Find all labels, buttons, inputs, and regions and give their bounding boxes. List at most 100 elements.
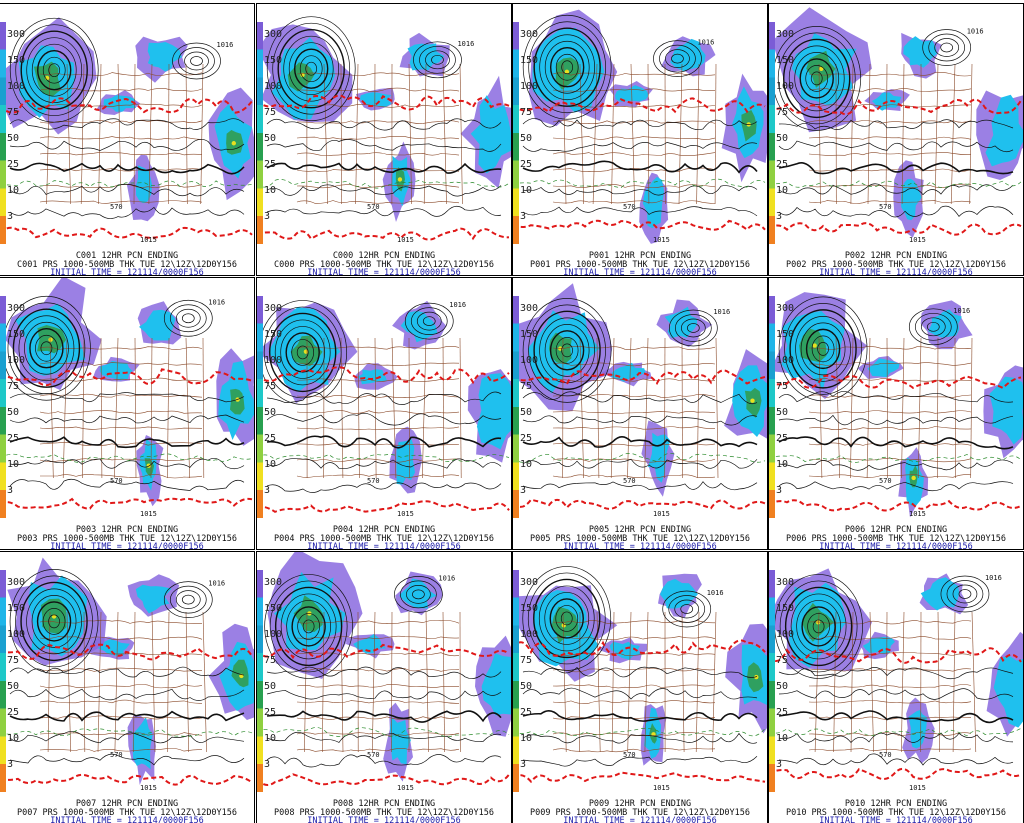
isobar-contour [169,585,207,614]
scale-label: 100 [264,629,283,640]
isobar-contour [169,304,207,333]
isobar-contour [413,41,462,79]
thickness-contour [513,178,766,189]
isobar-contour [266,139,502,152]
precip-color-scale [769,22,775,244]
panel-run-label: P005 12HR PCN ENDING [588,525,692,535]
isobar-contour [794,52,840,105]
panel-field-label: P010 PRS 1000-500MB THK TUE 12\12Z\12D0Y… [785,808,1007,818]
isobar-contour [172,42,221,80]
panel-init-time: INITIAL TIME = 121114/0000F156 [50,542,204,550]
ensemble-map-panel[interactable]: 1016 1015 570 300 150 100 75 50 25 10 3 P006 12HR P… [768,277,1024,550]
isobar-contour [9,162,245,175]
ensemble-map-panel[interactable]: 1016 1015 570 300 150 100 75 50 25 10 3 P005 12HR P… [512,277,768,550]
isobar-contour [784,586,853,667]
precip-moderate-area [660,578,698,609]
isobars [774,574,1014,766]
isobar-contour [801,606,836,647]
precip-max-area [819,66,824,71]
scale-label: 10 [776,185,789,196]
isobar-contour [671,53,684,64]
precip-moderate-area [993,655,1023,728]
scale-label: 75 [264,381,277,392]
map-contour-label: 1016 [985,574,1002,582]
isobar-contour [9,183,245,197]
isobar-contour [958,589,972,599]
isobar-contour [9,666,245,678]
isobar-contour [291,606,326,647]
ensemble-map-panel[interactable]: 1016 1015 570 300 150 100 75 50 25 10 3 C001 12HR P… [0,3,255,276]
thickness-570-line [257,643,510,660]
isobar-contour [410,307,448,336]
ensemble-map-panel[interactable]: 1016 1015 570 300 150 100 75 50 25 10 3 P007 12HR P… [0,551,255,823]
panel-field-label: P004 PRS 1000-500MB THK TUE 12\12Z\12D0Y… [273,534,495,544]
ensemble-map-panel[interactable]: 1016 1015 570 300 150 100 75 50 25 10 3 P008 12HR P… [256,551,512,823]
scale-label: 75 [264,655,277,666]
scale-label: 50 [7,133,20,144]
isobar-contour [922,29,972,66]
political-borders [296,63,463,205]
precip-color-scale [257,22,263,244]
forecast-map: 1016 1015 570 [0,557,254,792]
ensemble-map-panel[interactable]: 1016 1015 570 300 150 100 75 50 25 10 3 P001 12HR P… [512,3,768,276]
precip-moderate-area [135,584,172,614]
isobar-contour [266,16,356,122]
isobar-contour [784,303,862,395]
ensemble-map-panel[interactable]: 1016 1015 570 300 150 100 75 50 25 10 3 P009 12HR P… [512,551,768,823]
isobar-contour [9,710,245,722]
panel-init-time: INITIAL TIME = 121114/0000F156 [50,268,204,276]
scale-label: 25 [264,159,277,170]
isobar-contour [48,63,61,78]
scale-label: 25 [776,159,789,170]
thickness-570-line [513,498,766,510]
isobar-contour [940,575,990,613]
isobars [522,566,758,767]
thickness-570-line [513,369,766,386]
isobar-contour [266,435,502,449]
isobar-contour [419,45,456,74]
isobar-contour [680,318,706,338]
precip-max-area [231,141,236,146]
isobar-contour [807,613,830,640]
ensemble-map-panel[interactable]: 1016 1015 570 300 150 100 75 50 25 10 3 P004 12HR P… [256,277,512,550]
isobar-contour [293,48,329,89]
scale-label: 75 [776,655,789,666]
panel-run-label: P004 12HR PCN ENDING [332,525,436,535]
precip-shading [267,552,511,782]
ensemble-map-panel[interactable]: 1016 1015 570 300 150 100 75 50 25 10 3 C000 12HR P… [256,3,512,276]
isobar-contour [522,458,758,469]
panel-init-time: INITIAL TIME = 121114/0000F156 [563,542,717,550]
scale-label: 3 [776,485,783,496]
precip-color-scale [257,570,263,792]
isobars [772,26,1014,218]
isobar-contour [778,162,1014,175]
isobar-contour [952,584,978,604]
isobar-contour [522,142,758,152]
isobar-contour [778,183,1014,196]
isobar-contour [40,341,53,356]
isobar-contour [522,666,758,678]
isobar-contour [549,47,585,88]
isobar-contour [26,37,83,104]
isobar-contour [539,34,596,101]
thickness-contour [769,728,1022,737]
isobar-contour [416,311,442,331]
isobar-contour [35,334,58,362]
forecast-map: 1016 1015 570 [0,17,254,244]
scale-label: 10 [264,459,277,470]
scale-label: 300 [264,29,283,40]
thickness-570-line [769,374,1022,390]
precip-shading [5,278,254,507]
forecast-map: 1016 1015 570 [769,568,1023,792]
ensemble-map-panel[interactable]: 1016 1015 570 300 150 100 75 50 25 10 3 P002 12HR P… [768,3,1024,276]
panel-run-label: P007 12HR PCN ENDING [75,799,179,809]
isobar-contour [9,688,245,701]
scale-label: 10 [776,733,789,744]
precip-color-scale [257,296,263,518]
ensemble-map-panel[interactable]: 1016 1015 570 300 150 100 75 50 25 10 3 P003 12HR P… [0,277,255,550]
ensemble-map-panel[interactable]: 1016 1015 570 300 150 100 75 50 25 10 3 P010 12HR P… [768,551,1024,823]
isobar-contour [561,60,574,75]
isobar-contour [181,313,195,324]
panel-run-label: P001 12HR PCN ENDING [588,251,692,261]
scale-label: 300 [7,303,26,314]
